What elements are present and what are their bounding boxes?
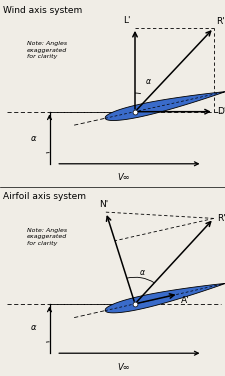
Text: D': D': [217, 107, 225, 116]
Text: V∞: V∞: [117, 363, 130, 372]
Text: R': R': [217, 214, 225, 223]
Polygon shape: [105, 284, 225, 313]
Text: Wind axis system: Wind axis system: [3, 6, 83, 15]
Text: Note: Angles
exaggerated
for clarity: Note: Angles exaggerated for clarity: [27, 228, 67, 246]
Text: L': L': [123, 16, 130, 25]
Text: N': N': [99, 200, 108, 209]
Text: α: α: [31, 323, 36, 332]
Text: α: α: [146, 77, 151, 86]
Polygon shape: [105, 92, 225, 120]
Text: V∞: V∞: [117, 173, 130, 182]
Text: Airfoil axis system: Airfoil axis system: [3, 192, 86, 201]
Text: A': A': [181, 296, 189, 305]
Text: α: α: [140, 268, 145, 277]
Text: Note: Angles
exaggerated
for clarity: Note: Angles exaggerated for clarity: [27, 41, 67, 59]
Text: R': R': [216, 17, 225, 26]
Text: α: α: [31, 134, 36, 143]
